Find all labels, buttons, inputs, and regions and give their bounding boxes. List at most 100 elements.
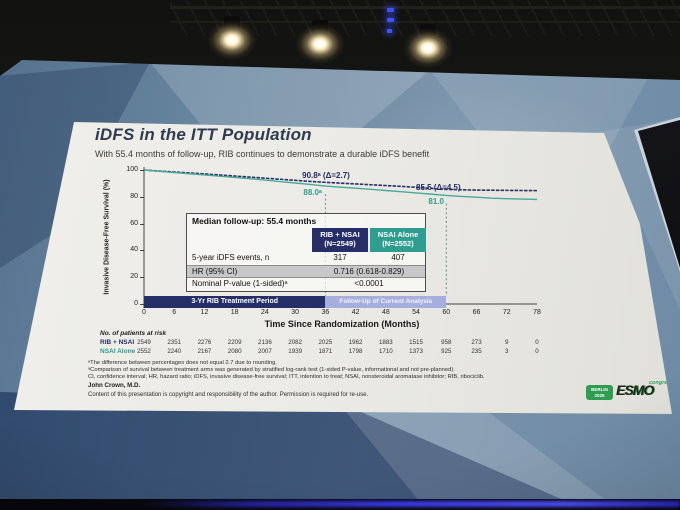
column-n: (N=2552) (382, 239, 414, 249)
logo-event-year: 2025 (594, 393, 605, 399)
table-row-pvalue: Nominal P-value (1-sided)ᵃ <0.0001 (187, 278, 425, 292)
at-risk-value: 1515 (409, 339, 423, 346)
x-tick-label: 6 (172, 309, 177, 316)
y-tick-label: 100 (126, 166, 138, 173)
led-sign (384, 6, 396, 42)
at-risk-value: 2552 (137, 348, 151, 355)
x-tick-label: 42 (351, 309, 360, 316)
row-label: Nominal P-value (1-sided)ᵃ (192, 279, 288, 288)
y-axis-label: Invasive Disease-Free Survival (%) (103, 179, 111, 295)
at-risk-value: 2351 (167, 339, 182, 346)
spotlight-icon (396, 22, 460, 74)
at-risk-value: 273 (471, 339, 482, 346)
events-rib-nsai: 317 (333, 253, 347, 262)
slide-title: iDFS in the ITT Population (95, 125, 312, 144)
x-tick-label: 12 (200, 309, 209, 316)
at-risk-value: 2080 (227, 348, 242, 355)
y-tick-mark (140, 170, 144, 171)
copyright-notice: Content of this presentation is copyrigh… (88, 392, 369, 398)
at-risk-value: 2209 (227, 339, 242, 346)
km-curve-nsai-alone (143, 169, 538, 201)
at-risk-value: 235 (471, 348, 482, 355)
y-tick-mark (140, 277, 144, 279)
logo-event-badge: BERLIN 2025 (586, 385, 613, 400)
at-risk-value: 1871 (318, 348, 333, 355)
landmark-annotation-rib-60mo: 85.5 (Δ=4.5) (416, 183, 461, 192)
events-nsai-alone: 407 (391, 253, 405, 262)
at-risk-value: 9 (505, 339, 509, 346)
column-label: RIB + NSAI (320, 230, 360, 239)
row-label: HR (95% CI) (192, 267, 238, 276)
column-label: NSAI Alone (377, 230, 419, 239)
x-tick-label: 54 (412, 309, 420, 316)
table-row-events: 5-year iDFS events, n 317 407 (187, 252, 425, 265)
at-risk-value: 2240 (167, 348, 182, 355)
logo-brand: ESMO (616, 382, 654, 398)
at-risk-value: 925 (441, 348, 452, 355)
at-risk-value: 2025 (318, 339, 333, 346)
x-tick-label: 78 (533, 309, 541, 316)
slide-subtitle: With 55.4 months of follow-up, RIB conti… (95, 149, 430, 159)
column-header-rib-nsai: RIB + NSAI (N=2549) (312, 228, 368, 252)
spotlight-icon (288, 18, 352, 70)
x-tick-label: 0 (142, 309, 146, 316)
x-tick-label: 60 (442, 309, 451, 316)
at-risk-value: 1883 (378, 339, 393, 346)
x-tick-label: 24 (261, 309, 269, 316)
at-risk-value: 1373 (409, 348, 423, 355)
presenter-name: John Crown, M.D. (88, 382, 141, 389)
at-risk-value: 1798 (348, 348, 363, 355)
y-tick-mark (140, 250, 144, 252)
spotlight-glow (288, 18, 352, 70)
x-axis-label: Time Since Randomization (Months) (264, 319, 420, 329)
x-tick-label: 30 (291, 309, 300, 316)
period-bar-label: Follow-Up of Current Analysis (339, 298, 433, 305)
period-bar-followup: Follow-Up of Current Analysis (325, 296, 447, 308)
column-n: (N=2549) (324, 239, 356, 249)
logo-event-city: BERLIN (591, 387, 608, 392)
at-risk-value: 1962 (348, 339, 363, 346)
at-risk-value: 2276 (197, 339, 212, 346)
landmark-annotation-nsai-60mo: 81.0 (428, 197, 444, 206)
at-risk-value: 2167 (197, 348, 212, 355)
at-risk-value: 1710 (378, 348, 393, 355)
at-risk-value: 0 (535, 339, 539, 346)
y-tick-label: 0 (134, 300, 138, 307)
y-tick-label: 20 (130, 273, 138, 281)
y-tick-mark (140, 196, 144, 198)
at-risk-row-label: NSAI Alone (100, 348, 136, 355)
at-risk-value: 3 (505, 348, 509, 355)
period-bar-treatment: 3-Yr RIB Treatment Period (144, 296, 326, 308)
table-row-hr: HR (95% CI) 0.716 (0.618-0.829) (187, 265, 425, 278)
results-table: Median follow-up: 55.4 months RIB + NSAI… (186, 213, 426, 292)
footnote: CI, confidence interval; HR, hazard rati… (88, 374, 485, 380)
stage-led-glow (140, 501, 680, 507)
column-separator (368, 228, 370, 252)
x-tick-label: 36 (321, 309, 330, 316)
spotlight-glow (200, 14, 264, 66)
footnote: ᵃComparison of survival between treatmen… (88, 367, 455, 373)
footnote: ᵃThe difference between percentages does… (88, 360, 277, 366)
period-bar-label: 3-Yr RIB Treatment Period (191, 298, 279, 305)
at-risk-value: 0 (535, 348, 539, 355)
spotlight-glow (396, 22, 460, 74)
y-tick-label: 80 (130, 192, 138, 200)
stage-floor-strip (0, 499, 680, 510)
x-tick-label: 72 (502, 309, 511, 316)
logo-suffix: congress (649, 380, 674, 386)
at-risk-value: 2136 (258, 339, 272, 346)
at-risk-value: 958 (441, 339, 452, 346)
landmark-annotation-rib-36mo: 90.8ᵃ (Δ=2.7) (302, 171, 350, 180)
esmo-congress-logo: BERLIN 2025 ESMO congress (586, 380, 674, 406)
at-risk-value: 1939 (288, 348, 303, 355)
hr-value: 0.716 (0.618-0.829) (333, 267, 405, 276)
at-risk-value: 2082 (288, 339, 303, 346)
landmark-annotation-nsai-36mo: 88.0ᵃ (303, 188, 322, 197)
row-label: 5-year iDFS events, n (192, 253, 270, 262)
x-tick-label: 48 (381, 309, 390, 316)
at-risk-heading: No. of patients at risk (100, 330, 167, 337)
at-risk-value: 2007 (258, 348, 272, 355)
y-tick-mark (140, 223, 144, 225)
